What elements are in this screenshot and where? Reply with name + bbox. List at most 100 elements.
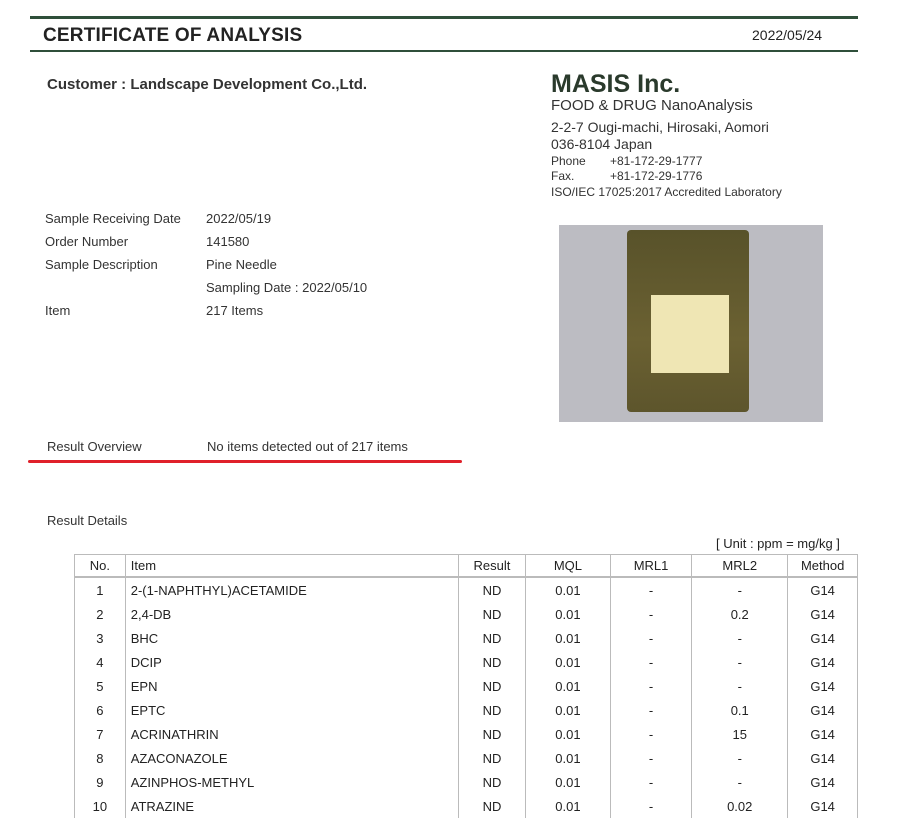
- table-cell: 9: [74, 770, 126, 794]
- details-label: Result Details: [47, 513, 128, 528]
- table-cell: ND: [458, 674, 526, 698]
- table-cell: 0.01: [524, 674, 611, 698]
- description-label: Sample Description: [45, 257, 158, 272]
- fax: +81-172-29-1776: [610, 169, 703, 183]
- fax-label: Fax.: [551, 169, 575, 183]
- table-cell: G14: [787, 602, 858, 626]
- company-subtitle: FOOD & DRUG NanoAnalysis: [551, 97, 753, 114]
- table-cell: ND: [458, 577, 526, 602]
- table-cell: 0.01: [524, 770, 611, 794]
- highlight-underline: [28, 460, 462, 463]
- table-cell: 2-(1-NAPHTHYL)ACETAMIDE: [124, 577, 460, 602]
- table-cell: 8: [74, 746, 126, 770]
- column-header: Method: [787, 554, 858, 578]
- table-cell: EPN: [124, 674, 460, 698]
- receiving-label: Sample Receiving Date: [45, 211, 181, 226]
- company-address: 2-2-7 Ougi-machi, Hirosaki, Aomori: [551, 119, 769, 135]
- table-cell: -: [609, 602, 693, 626]
- table-cell: G14: [787, 770, 858, 794]
- table-cell: -: [691, 746, 789, 770]
- results-table: No. Item Result MQL MRL1 MRL2 Method 1 2-(1-NAP…: [74, 554, 858, 818]
- table-cell: G14: [787, 577, 858, 602]
- table-cell: -: [609, 770, 693, 794]
- sample-photo: [559, 225, 823, 422]
- receiving-date: 2022/05/19: [206, 211, 272, 226]
- document-title: CERTIFICATE OF ANALYSIS: [43, 25, 303, 46]
- overview-label: Result Overview: [47, 439, 142, 454]
- table-cell: ND: [458, 626, 526, 650]
- table-cell: 2: [74, 602, 126, 626]
- table-cell: ATRAZINE: [124, 794, 460, 818]
- table-cell: 0.01: [524, 722, 611, 746]
- column-header: No.: [74, 554, 126, 578]
- table-cell: 4: [74, 650, 126, 674]
- table-cell: ND: [458, 770, 526, 794]
- table-cell: DCIP: [124, 650, 460, 674]
- table-cell: 0.01: [524, 650, 611, 674]
- table-cell: -: [609, 698, 693, 722]
- table-cell: -: [691, 626, 789, 650]
- table-cell: ND: [458, 650, 526, 674]
- table-cell: 0.2: [691, 602, 789, 626]
- table-cell: -: [691, 577, 789, 602]
- column-header: MQL: [524, 554, 611, 578]
- table-cell: 2,4-DB: [124, 602, 460, 626]
- table-cell: ND: [458, 698, 526, 722]
- table-cell: BHC: [124, 626, 460, 650]
- table-row: 6 EPTC ND 0.01-0.1 G14: [74, 698, 858, 722]
- table-cell: G14: [787, 698, 858, 722]
- company-logo: MASIS Inc.: [551, 70, 681, 98]
- table-cell: G14: [787, 650, 858, 674]
- item-count: 217 Items: [206, 303, 264, 318]
- table-cell: G14: [787, 722, 858, 746]
- table-cell: 6: [74, 698, 126, 722]
- table-row: 10 ATRAZINE ND 0.01-0.02 G14: [74, 794, 858, 818]
- unit-note: [ Unit : ppm = mg/kg ]: [716, 536, 840, 551]
- table-cell: -: [609, 746, 693, 770]
- table-cell: 10: [74, 794, 126, 818]
- overview-value: No items detected out of 217 items: [207, 439, 408, 454]
- table-row: 9 AZINPHOS-METHYL ND 0.01- - G14: [74, 770, 858, 794]
- table-cell: -: [691, 650, 789, 674]
- table-cell: -: [609, 577, 693, 602]
- phone: +81-172-29-1777: [610, 154, 703, 168]
- table-cell: 7: [74, 722, 126, 746]
- header-bottom-rule: [30, 50, 858, 52]
- table-cell: AZACONAZOLE: [124, 746, 460, 770]
- table-cell: -: [609, 722, 693, 746]
- table-cell: 0.01: [524, 626, 611, 650]
- table-cell: 1: [74, 577, 126, 602]
- table-cell: ND: [458, 602, 526, 626]
- table-cell: -: [609, 626, 693, 650]
- table-cell: G14: [787, 746, 858, 770]
- table-cell: ND: [458, 722, 526, 746]
- header-top-rule: [30, 16, 858, 19]
- column-header: MRL1: [609, 554, 693, 578]
- table-cell: -: [609, 794, 693, 818]
- table-cell: 0.02: [691, 794, 789, 818]
- accreditation: ISO/IEC 17025:2017 Accredited Laboratory: [551, 185, 782, 199]
- table-cell: AZINPHOS-METHYL: [124, 770, 460, 794]
- table-cell: -: [609, 650, 693, 674]
- column-header: MRL2: [691, 554, 789, 578]
- phone-label: Phone: [551, 154, 586, 168]
- company-postal: 036-8104 Japan: [551, 136, 653, 152]
- table-cell: -: [691, 770, 789, 794]
- table-row: 1 2-(1-NAPHTHYL)ACETAMIDE ND 0.01- - G14: [74, 577, 858, 602]
- customer: Customer : Landscape Development Co.,Ltd…: [47, 76, 368, 93]
- table-cell: 0.1: [691, 698, 789, 722]
- table-cell: -: [691, 674, 789, 698]
- table-cell: ND: [458, 746, 526, 770]
- sample-description: Pine Needle: [206, 257, 277, 272]
- sampling-date: Sampling Date : 2022/05/10: [206, 280, 368, 295]
- table-cell: 0.01: [524, 602, 611, 626]
- table-cell: G14: [787, 626, 858, 650]
- table-cell: G14: [787, 794, 858, 818]
- table-cell: -: [609, 674, 693, 698]
- table-cell: G14: [787, 674, 858, 698]
- table-cell: 0.01: [524, 746, 611, 770]
- item-label: Item: [45, 303, 71, 318]
- order-label: Order Number: [45, 234, 129, 249]
- table-cell: 0.01: [524, 698, 611, 722]
- table-cell: 5: [74, 674, 126, 698]
